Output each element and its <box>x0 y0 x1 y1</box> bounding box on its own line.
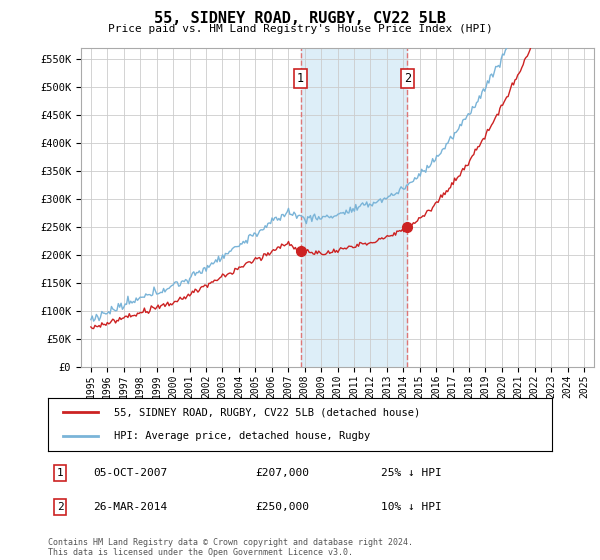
Text: £250,000: £250,000 <box>255 502 309 512</box>
Text: 26-MAR-2014: 26-MAR-2014 <box>93 502 167 512</box>
Text: 2: 2 <box>56 502 64 512</box>
Text: 05-OCT-2007: 05-OCT-2007 <box>93 468 167 478</box>
Bar <box>301 48 407 367</box>
Text: 1: 1 <box>297 72 304 85</box>
Text: 55, SIDNEY ROAD, RUGBY, CV22 5LB (detached house): 55, SIDNEY ROAD, RUGBY, CV22 5LB (detach… <box>113 408 420 418</box>
Text: 10% ↓ HPI: 10% ↓ HPI <box>381 502 442 512</box>
Text: HPI: Average price, detached house, Rugby: HPI: Average price, detached house, Rugb… <box>113 431 370 441</box>
Text: 2: 2 <box>404 72 411 85</box>
Text: 55, SIDNEY ROAD, RUGBY, CV22 5LB: 55, SIDNEY ROAD, RUGBY, CV22 5LB <box>154 11 446 26</box>
Text: Contains HM Land Registry data © Crown copyright and database right 2024.
This d: Contains HM Land Registry data © Crown c… <box>48 538 413 557</box>
Text: Price paid vs. HM Land Registry's House Price Index (HPI): Price paid vs. HM Land Registry's House … <box>107 24 493 34</box>
Text: 1: 1 <box>56 468 64 478</box>
Text: £207,000: £207,000 <box>255 468 309 478</box>
Text: 25% ↓ HPI: 25% ↓ HPI <box>381 468 442 478</box>
